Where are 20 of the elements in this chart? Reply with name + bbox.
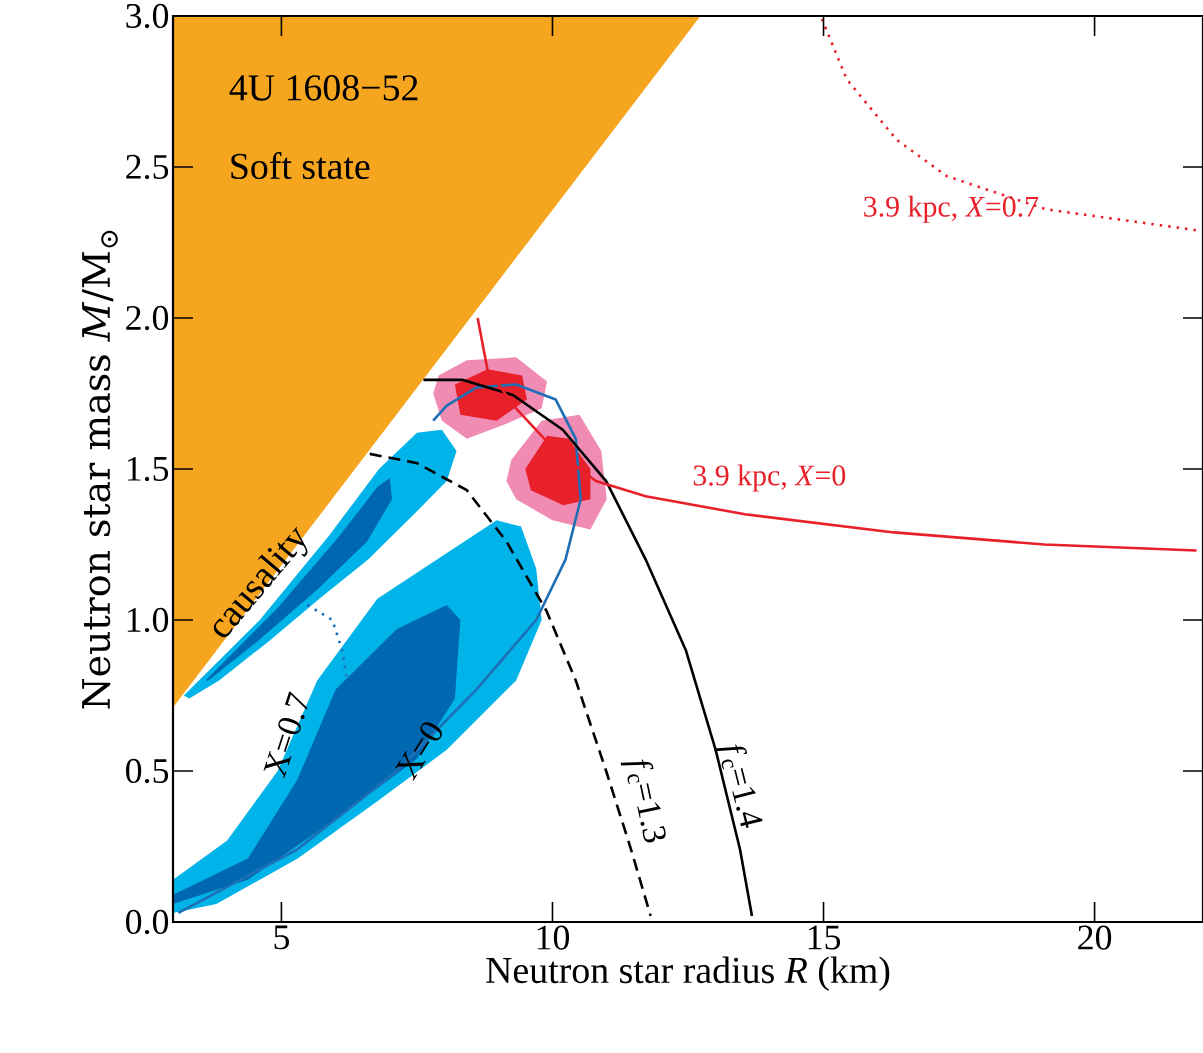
y-tick-label: 1.0: [127, 607, 169, 633]
y-tick-label: 0.0: [126, 909, 169, 935]
annotation: X=0.7: [263, 691, 308, 779]
x-tick-label: 20: [1078, 925, 1112, 950]
annotation: f$_{c}$=1.4: [714, 744, 763, 829]
y-axis-title: Neutron star mass M/M$_{⊙}$: [82, 230, 118, 709]
text: 4U 1608−52: [229, 75, 418, 101]
y-tick-label: 2.5: [126, 154, 169, 180]
x-tick-label: 15: [808, 925, 841, 950]
x-axis-title: Neutron star radius R (km): [486, 956, 890, 991]
series-label: 3.9 kpc, X=0: [693, 464, 846, 492]
series-label: 3.9 kpc, X=0.7: [864, 195, 1039, 223]
x-tick-label: 10: [537, 925, 570, 950]
y-tick-label: 1.5: [127, 456, 169, 482]
y-tick-label: 3.0: [126, 3, 169, 29]
x-tick-label: 5: [274, 925, 289, 950]
y-tick-label: 0.5: [126, 758, 169, 784]
annotation: f$_{c}$=1.3: [620, 759, 666, 843]
y-tick-label: 2.0: [126, 305, 169, 331]
text: Soft state: [231, 152, 370, 180]
